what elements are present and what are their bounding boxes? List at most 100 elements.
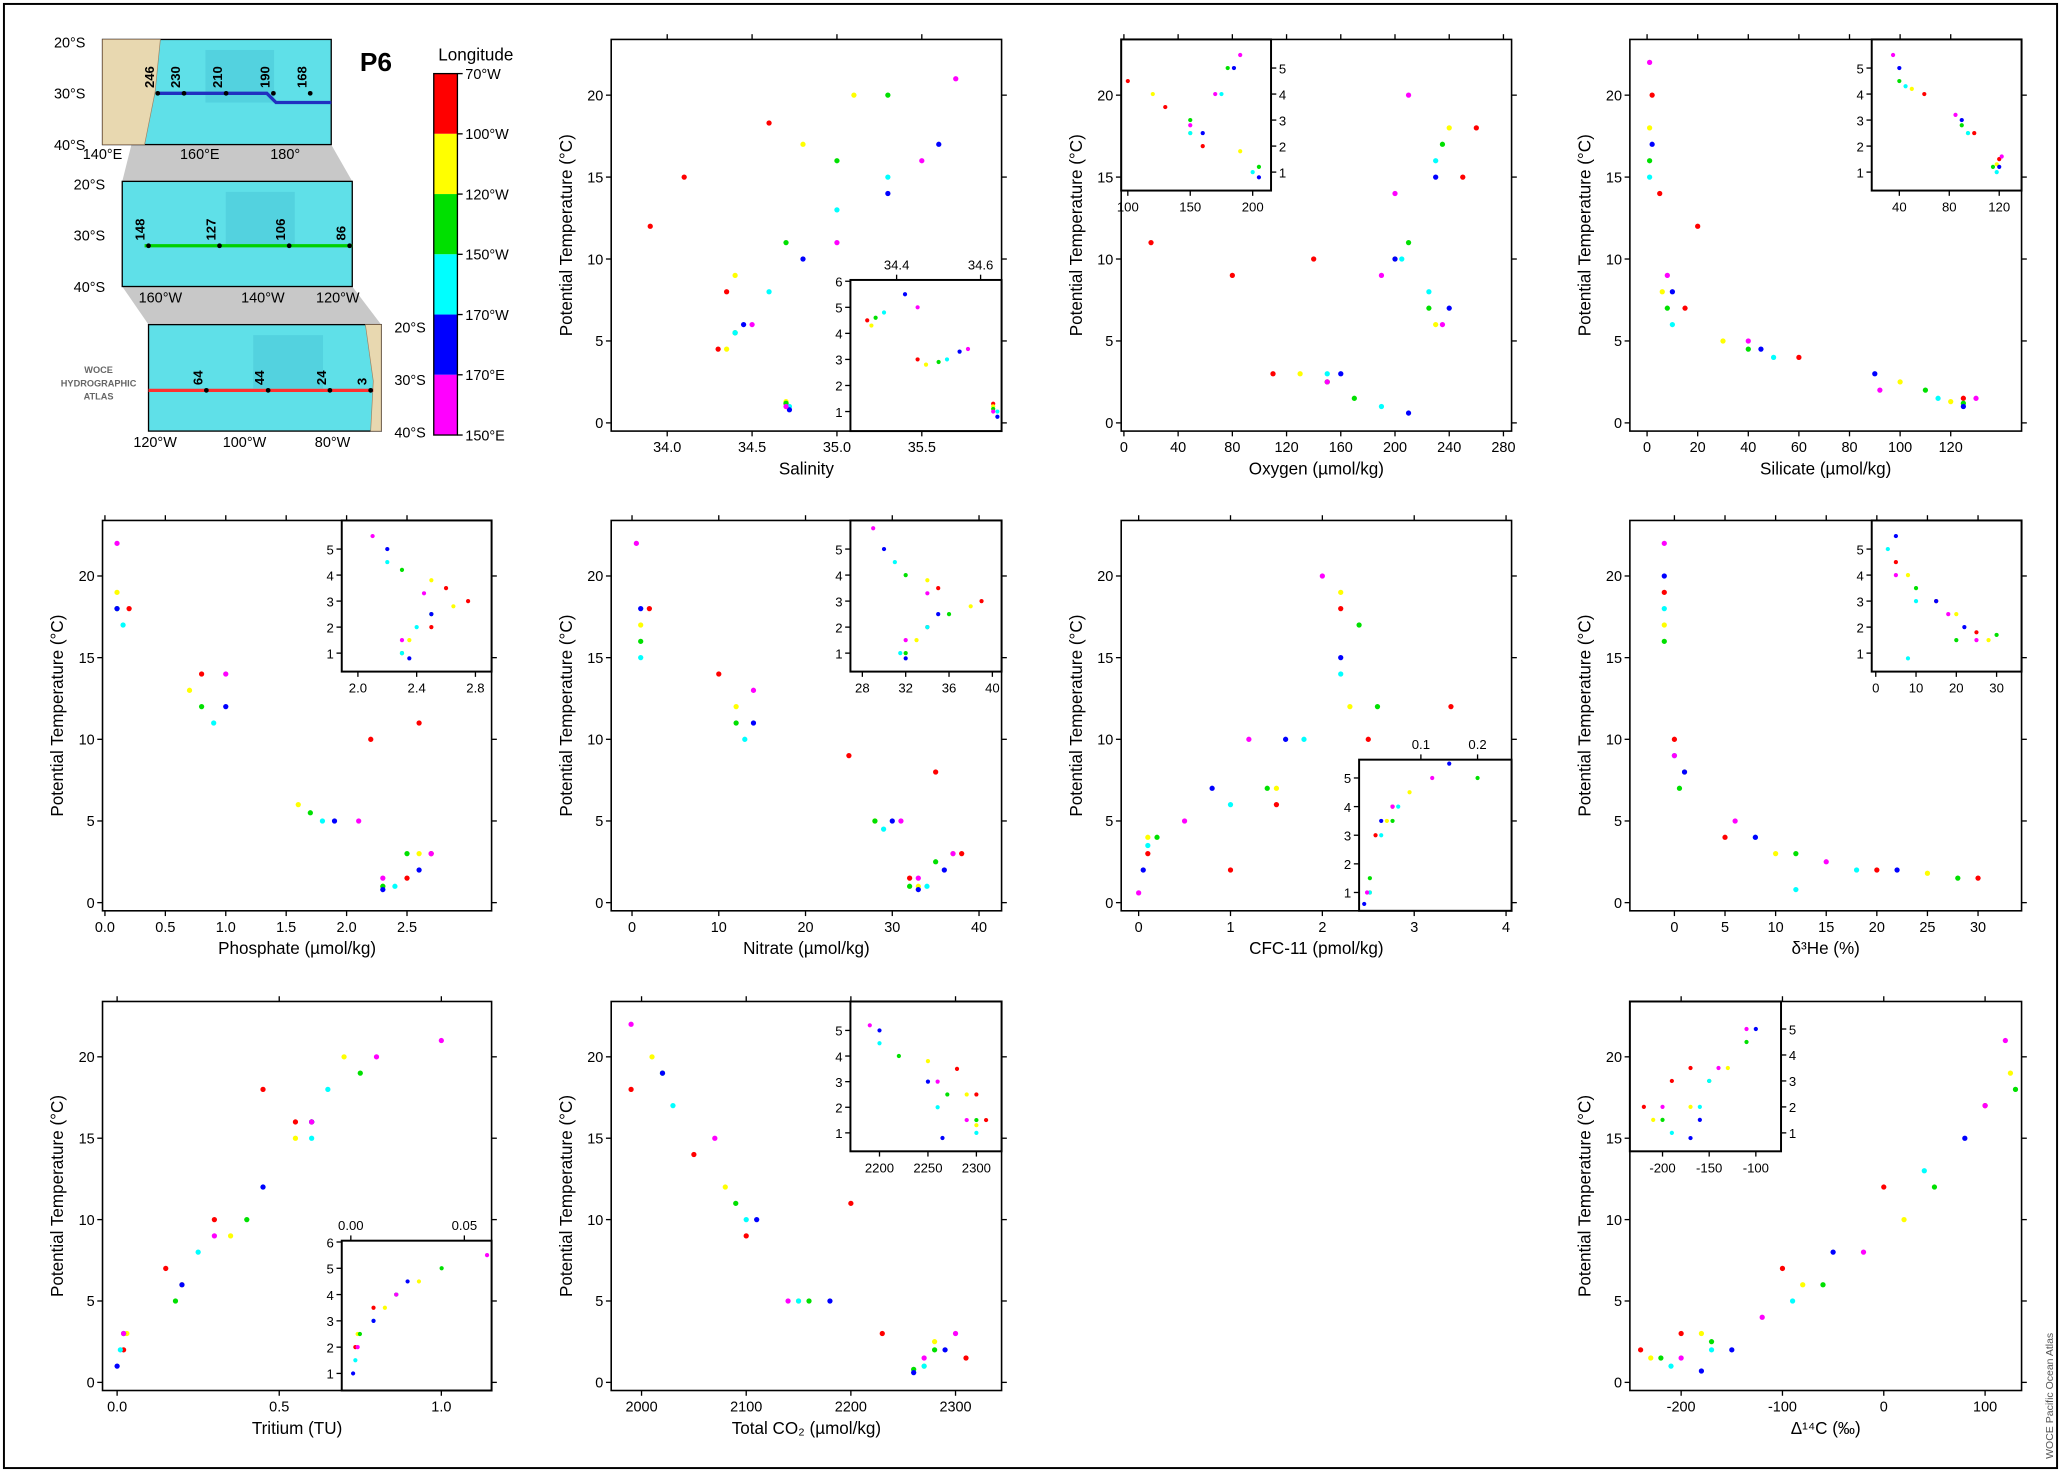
inset-frame bbox=[849, 519, 1003, 673]
data-point bbox=[1671, 753, 1678, 759]
x-tick-label: 1.0 bbox=[431, 1400, 451, 1416]
data-point bbox=[1338, 589, 1344, 595]
inset-point bbox=[1707, 1078, 1712, 1084]
data-point bbox=[195, 1249, 201, 1255]
x-tick-label: 10 bbox=[1909, 681, 1924, 696]
data-point bbox=[404, 851, 410, 857]
data-point bbox=[1931, 1184, 1938, 1190]
y-tick-label: 1 bbox=[1789, 1126, 1796, 1141]
inset-point bbox=[1390, 804, 1395, 809]
inset-point bbox=[1990, 164, 1996, 170]
inset-point bbox=[1890, 52, 1896, 58]
data-point bbox=[1460, 174, 1466, 180]
x-tick-label: 120 bbox=[1988, 200, 2010, 215]
data-point bbox=[846, 753, 852, 759]
inset-point bbox=[1238, 149, 1243, 154]
data-point bbox=[911, 1369, 917, 1376]
y-tick-label: 1 bbox=[1344, 886, 1351, 901]
data-point bbox=[1962, 1135, 1968, 1141]
inset-frame bbox=[1120, 38, 1273, 192]
data-point bbox=[295, 802, 301, 808]
data-point bbox=[885, 190, 891, 197]
data-point bbox=[1960, 395, 1966, 401]
lon-label: 100°W bbox=[223, 435, 267, 451]
x-tick-label: 2300 bbox=[962, 1160, 991, 1175]
data-point bbox=[1793, 886, 1799, 893]
map-land bbox=[102, 39, 161, 145]
data-point bbox=[952, 1330, 959, 1337]
station-label: 168 bbox=[294, 66, 309, 88]
data-point bbox=[1392, 256, 1398, 262]
data-point bbox=[1338, 671, 1344, 677]
data-point bbox=[1246, 736, 1252, 742]
y-tick-label: 0 bbox=[1614, 1376, 1622, 1392]
y-tick-label: 5 bbox=[595, 814, 603, 830]
x-tick-label: 100 bbox=[1888, 440, 1912, 456]
inset-point bbox=[877, 1041, 882, 1046]
y-tick-label: 4 bbox=[835, 568, 842, 583]
inset-point bbox=[439, 1266, 444, 1271]
colorbar-band bbox=[433, 314, 458, 375]
data-point bbox=[244, 1216, 250, 1223]
data-point bbox=[963, 1355, 969, 1361]
inset-point bbox=[925, 625, 930, 630]
data-point bbox=[1823, 859, 1829, 865]
data-point bbox=[1181, 818, 1188, 824]
data-point bbox=[1772, 851, 1779, 857]
inset-point bbox=[1997, 156, 2002, 162]
data-point bbox=[1649, 92, 1655, 98]
data-point bbox=[114, 1363, 120, 1369]
inset-point bbox=[1999, 154, 2004, 159]
inset-point bbox=[965, 346, 971, 352]
inset-point bbox=[1688, 1065, 1693, 1071]
lat-label: 30°S bbox=[74, 229, 105, 245]
y-tick-label: 10 bbox=[1606, 252, 1622, 268]
y-tick-label: 10 bbox=[1606, 733, 1622, 749]
inset-point bbox=[1163, 104, 1168, 110]
data-point bbox=[1758, 346, 1764, 352]
inset-point bbox=[1256, 175, 1262, 180]
data-point bbox=[959, 851, 965, 857]
data-point bbox=[915, 875, 921, 881]
data-point bbox=[732, 272, 738, 279]
inset-point bbox=[1688, 1135, 1693, 1141]
data-point bbox=[953, 76, 959, 82]
data-point bbox=[1637, 1347, 1644, 1353]
inset-point bbox=[915, 305, 920, 310]
y-tick-label: 20 bbox=[1606, 569, 1622, 585]
data-point bbox=[1877, 387, 1883, 393]
data-point bbox=[638, 655, 644, 661]
inset-point bbox=[1725, 1065, 1730, 1071]
y-tick-label: 6 bbox=[327, 1235, 334, 1250]
x-tick-label: 2100 bbox=[730, 1400, 762, 1416]
data-point bbox=[223, 671, 229, 677]
data-point bbox=[723, 346, 730, 352]
y-tick-label: 2 bbox=[1857, 139, 1864, 154]
data-point bbox=[1698, 1368, 1705, 1374]
inset-point bbox=[881, 546, 887, 552]
y-tick-label: 5 bbox=[1105, 814, 1113, 830]
lat-label: 20°S bbox=[74, 177, 105, 193]
data-point bbox=[1682, 305, 1688, 311]
y-tick-label: 1 bbox=[327, 646, 334, 661]
inset-point bbox=[881, 310, 887, 315]
x-tick-label: 100 bbox=[1973, 1400, 1997, 1416]
x-tick-label: 30 bbox=[1970, 920, 1986, 936]
data-point bbox=[1311, 256, 1317, 262]
inset-point bbox=[1364, 890, 1370, 895]
inset-point bbox=[995, 409, 1000, 414]
y-tick-label: 10 bbox=[587, 1213, 603, 1229]
inset-point bbox=[1994, 162, 1999, 167]
inset-point bbox=[1660, 1104, 1665, 1110]
y-tick-label: 10 bbox=[1097, 252, 1113, 268]
data-point bbox=[1732, 818, 1738, 824]
x-tick-label: 0 bbox=[1135, 920, 1143, 936]
inset-point bbox=[896, 1053, 901, 1059]
inset-point bbox=[936, 585, 941, 591]
atlas-label: HYDROGRAPHIC bbox=[61, 378, 137, 388]
data-point bbox=[659, 1070, 666, 1076]
colorbar-title: Longitude bbox=[438, 45, 513, 64]
inset-frame bbox=[1870, 519, 2023, 673]
x-tick-label: 100 bbox=[1117, 200, 1139, 215]
